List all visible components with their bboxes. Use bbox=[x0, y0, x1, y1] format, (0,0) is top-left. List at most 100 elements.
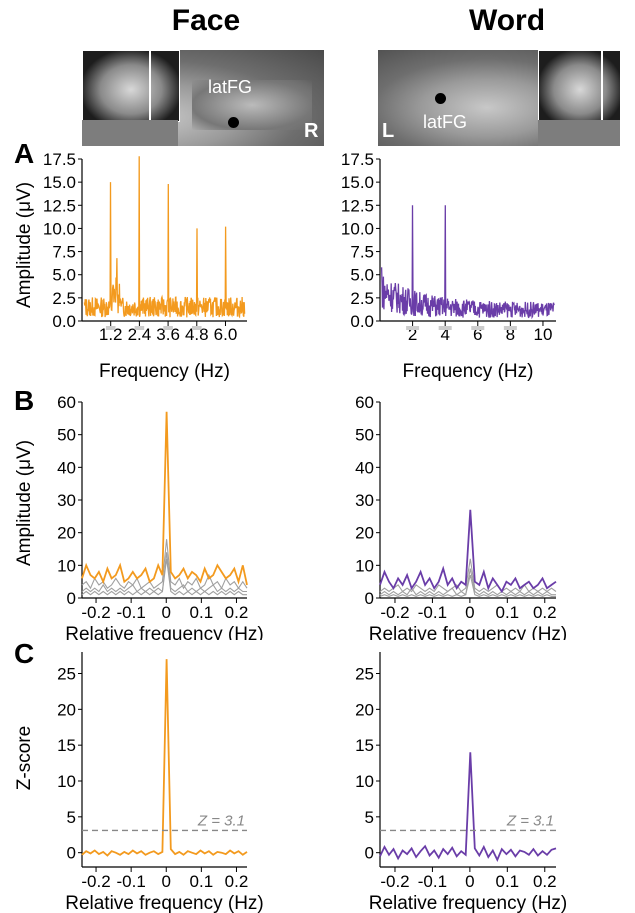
y-tick-label: 5.0 bbox=[350, 266, 374, 285]
x-tick-label: 4.8 bbox=[185, 325, 209, 344]
y-axis-label: Amplitude (μV) bbox=[14, 182, 35, 308]
y-tick-label: 2.5 bbox=[52, 289, 76, 308]
face-column-title: Face bbox=[171, 4, 241, 37]
y-tick-label: 5.0 bbox=[52, 266, 76, 285]
y-tick-label: 15 bbox=[57, 736, 76, 755]
gray-series-line bbox=[379, 568, 556, 596]
y-tick-label: 0 bbox=[67, 844, 76, 863]
y-tick-label: 0 bbox=[67, 589, 76, 608]
face-zscore-chart: 0 5 10 15 20 25 -0.2 -0.1 0 0.1 0.2 Relative freque… bbox=[14, 652, 264, 913]
y-tick-label: 10.0 bbox=[341, 219, 374, 238]
word-electrode-marker bbox=[435, 93, 446, 104]
y-tick-label: 17.5 bbox=[341, 150, 374, 169]
spectrum-line bbox=[83, 156, 246, 319]
panel-letter-b: B bbox=[14, 385, 35, 416]
panel-letter-c: C bbox=[14, 638, 35, 669]
face-mri-image: latFG R bbox=[82, 50, 324, 146]
x-tick-label: 0 bbox=[465, 872, 474, 891]
x-axis-label: Relative frequency (Hz) bbox=[369, 624, 568, 640]
gray-series-line bbox=[379, 574, 556, 597]
x-tick-label: 10 bbox=[534, 325, 553, 344]
y-tick-label: 60 bbox=[355, 393, 374, 412]
y-tick-label: 30 bbox=[355, 491, 374, 510]
x-tick-label: 8 bbox=[506, 325, 515, 344]
y-tick-label: 0 bbox=[365, 589, 374, 608]
y-tick-label: 5 bbox=[67, 808, 76, 827]
y-tick-label: 0.0 bbox=[52, 312, 76, 331]
y-tick-label: 50 bbox=[355, 426, 374, 445]
y-tick-label: 15 bbox=[355, 736, 374, 755]
face-electrode-marker bbox=[228, 117, 239, 128]
y-tick-label: 40 bbox=[355, 458, 374, 477]
y-tick-label: 10 bbox=[57, 772, 76, 791]
series-line bbox=[379, 752, 557, 862]
x-axis-label: Frequency (Hz) bbox=[403, 361, 534, 382]
x-tick-label: 2.4 bbox=[128, 325, 152, 344]
y-tick-label: 20 bbox=[355, 700, 374, 719]
x-axis-label: Relative frequency (Hz) bbox=[369, 893, 568, 913]
y-tick-label: 10 bbox=[355, 772, 374, 791]
y-tick-label: 20 bbox=[57, 524, 76, 543]
y-tick-label: 5 bbox=[365, 808, 374, 827]
gray-series-line bbox=[81, 558, 247, 596]
y-axis-label: Amplitude (μV) bbox=[14, 440, 35, 566]
face-spectrum-chart: 0.0 2.5 5.0 7.5 10.0 12.5 15.0 17.5 1.2 2.4 3.6 4.8… bbox=[14, 150, 247, 382]
word-mri-image: latFG L bbox=[378, 50, 620, 146]
y-tick-label: 30 bbox=[57, 491, 76, 510]
threshold-label: Z = 3.1 bbox=[506, 812, 554, 829]
word-hemisphere-label: L bbox=[382, 120, 395, 142]
gray-series-line bbox=[379, 558, 557, 593]
x-tick-label: 0 bbox=[465, 603, 474, 622]
y-tick-label: 25 bbox=[355, 665, 374, 684]
y-tick-label: 40 bbox=[57, 458, 76, 477]
x-tick-label: 6.0 bbox=[214, 325, 238, 344]
y-tick-label: 12.5 bbox=[43, 196, 76, 215]
x-tick-label: 4 bbox=[440, 325, 449, 344]
face-snr-amplitude-chart: 0 10 20 30 40 50 60 -0.2 -0.1 0 0.1 0.2 Relative fre… bbox=[14, 393, 264, 640]
x-tick-label: 0.2 bbox=[533, 603, 557, 622]
x-tick-label: 0.1 bbox=[495, 603, 519, 622]
y-tick-label: 0.0 bbox=[350, 312, 374, 331]
y-tick-label: 20 bbox=[57, 700, 76, 719]
face-latfg-label: latFG bbox=[208, 77, 253, 97]
y-tick-label: 7.5 bbox=[350, 243, 374, 262]
word-latfg-label: latFG bbox=[423, 112, 468, 132]
y-tick-label: 10 bbox=[355, 556, 374, 575]
y-tick-label: 15.0 bbox=[43, 173, 76, 192]
word-spectrum-chart: 0.0 2.5 5.0 7.5 10.0 12.5 15.0 17.5 2 4 6 8 10Freque… bbox=[341, 150, 556, 382]
y-tick-label: 10 bbox=[57, 556, 76, 575]
x-tick-label: -0.2 bbox=[380, 872, 409, 891]
spectrum-line bbox=[380, 205, 555, 320]
y-tick-label: 12.5 bbox=[341, 196, 374, 215]
y-tick-label: 10.0 bbox=[43, 219, 76, 238]
x-tick-label: 0.2 bbox=[225, 872, 249, 891]
y-tick-label: 0 bbox=[365, 844, 374, 863]
x-tick-label: 0.1 bbox=[495, 872, 519, 891]
x-tick-label: 0.1 bbox=[190, 603, 214, 622]
y-tick-label: 17.5 bbox=[43, 150, 76, 169]
panel-letter-a: A bbox=[14, 138, 35, 169]
series-line bbox=[81, 659, 248, 857]
y-tick-label: 50 bbox=[57, 426, 76, 445]
face-hemisphere-label: R bbox=[304, 120, 319, 142]
y-axis-label: Z-score bbox=[14, 726, 35, 790]
x-axis-label: Relative frequency (Hz) bbox=[65, 893, 264, 913]
word-column-title: Word bbox=[468, 4, 546, 37]
y-tick-label: 7.5 bbox=[52, 243, 76, 262]
threshold-label: Z = 3.1 bbox=[197, 812, 245, 829]
gray-series-line bbox=[81, 539, 248, 590]
face-sagittal-inset bbox=[82, 50, 180, 122]
x-tick-label: 6 bbox=[473, 325, 482, 344]
y-tick-label: 25 bbox=[57, 665, 76, 684]
x-tick-label: -0.1 bbox=[418, 603, 447, 622]
y-tick-label: 2.5 bbox=[350, 289, 374, 308]
x-tick-label: -0.1 bbox=[117, 603, 146, 622]
x-tick-label: -0.2 bbox=[81, 872, 110, 891]
x-tick-label: -0.2 bbox=[380, 603, 409, 622]
y-tick-label: 20 bbox=[355, 524, 374, 543]
x-axis-label: Relative frequency (Hz) bbox=[65, 624, 264, 640]
series-line bbox=[81, 411, 248, 586]
x-tick-label: 0.1 bbox=[190, 872, 214, 891]
x-tick-label: 2 bbox=[408, 325, 417, 344]
word-sagittal-inset bbox=[538, 50, 620, 122]
